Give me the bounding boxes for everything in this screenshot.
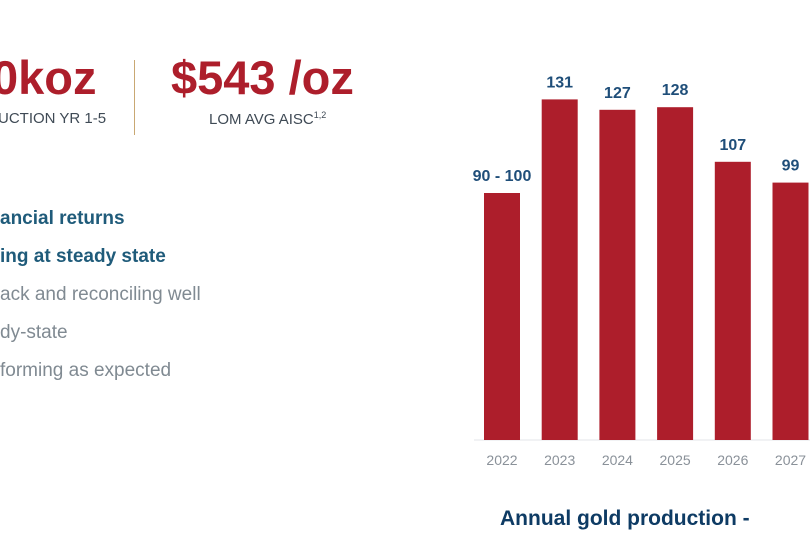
bar-2023: [541, 99, 578, 441]
tick-label-2025: 2025: [660, 452, 691, 468]
aisc-label-text: LOM AVG AISC: [209, 111, 314, 128]
data-label-2027: 99: [782, 158, 800, 175]
aisc-label: LOM AVG AISC1,2: [209, 110, 326, 128]
tick-label-2023: 2023: [544, 452, 575, 468]
chart-title: Annual gold production -: [500, 507, 750, 530]
tick-label-2027: 2027: [775, 452, 806, 468]
aisc-value: $543 /oz: [171, 51, 354, 104]
tick-label-2024: 2024: [602, 452, 633, 468]
data-label-2025: 128: [662, 82, 689, 99]
bullet-reconciling: ack and reconciling well: [0, 284, 201, 305]
data-label-2022: 90 - 100: [473, 168, 532, 185]
production-value: 0koz: [0, 51, 97, 104]
bar-2022: [484, 193, 520, 440]
tick-label-2026: 2026: [717, 452, 748, 468]
data-label-2023: 131: [546, 74, 573, 91]
production-label: UCTION YR 1-5: [0, 110, 107, 127]
bar-2026: [714, 161, 751, 441]
stat-divider: [134, 60, 135, 135]
bullet-steady-state: ing at steady state: [0, 246, 166, 267]
tick-label-2022: 2022: [486, 452, 517, 468]
data-label-2026: 107: [719, 137, 746, 154]
bar-2025: [657, 107, 694, 440]
bullet-performing: forming as expected: [0, 360, 172, 381]
data-label-2024: 127: [604, 85, 631, 102]
bar-2024: [599, 109, 636, 441]
bullet-financial-returns: ancial returns: [0, 208, 125, 229]
aisc-footnote: 1,2: [313, 110, 327, 120]
bar-2027: [772, 182, 809, 440]
bullet-dy-state: dy-state: [0, 322, 68, 343]
